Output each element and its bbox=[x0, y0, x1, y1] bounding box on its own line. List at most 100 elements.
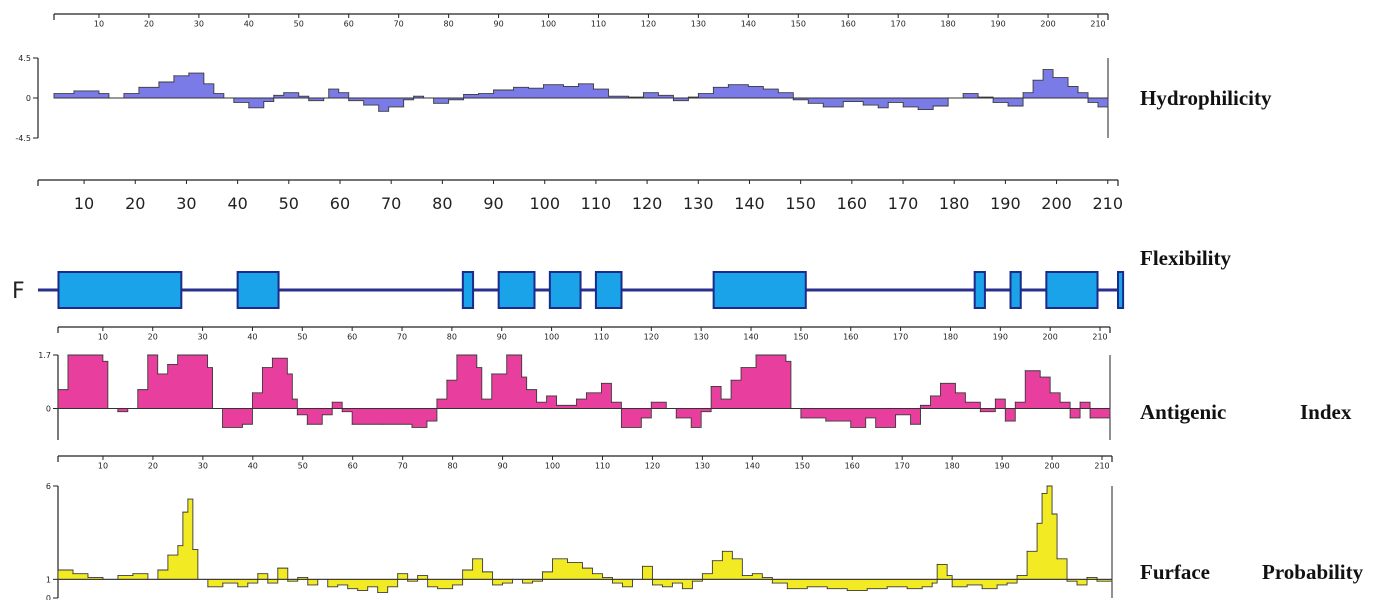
data-point-0 bbox=[1022, 92, 1024, 94]
data-point-0 bbox=[298, 95, 300, 97]
data-point-0 bbox=[542, 84, 545, 86]
probability-label: Probability bbox=[1262, 560, 1364, 584]
data-point-3 bbox=[541, 571, 544, 573]
x-tick-label-3: 40 bbox=[248, 461, 258, 470]
data-point-3 bbox=[1016, 575, 1018, 577]
data-point-0 bbox=[807, 102, 809, 104]
data-point-2 bbox=[446, 379, 448, 381]
data-point-2 bbox=[919, 404, 922, 406]
data-point-2 bbox=[620, 426, 622, 429]
data-point-3 bbox=[611, 582, 614, 584]
data-point-3 bbox=[661, 586, 664, 588]
x-tick-label-3: 200 bbox=[1044, 461, 1059, 470]
data-point-2 bbox=[785, 360, 787, 362]
data-point-2 bbox=[506, 354, 508, 356]
data-point-3 bbox=[846, 589, 848, 592]
data-point-0 bbox=[747, 85, 749, 88]
data-point-0 bbox=[1097, 106, 1099, 108]
data-point-0 bbox=[328, 88, 330, 90]
data-point-0 bbox=[203, 83, 205, 85]
data-point-2 bbox=[291, 398, 293, 400]
x-tick-label-0: 130 bbox=[691, 19, 706, 28]
data-point-3 bbox=[462, 569, 464, 571]
data-point-3 bbox=[1046, 485, 1048, 487]
data-point-0 bbox=[1007, 105, 1009, 107]
data-point-0 bbox=[138, 86, 140, 88]
data-point-0 bbox=[727, 84, 729, 86]
data-point-0 bbox=[627, 96, 630, 98]
data-point-3 bbox=[277, 567, 279, 569]
data-point-2 bbox=[67, 354, 69, 356]
x-tick-label-3: 90 bbox=[497, 461, 507, 470]
data-point-3 bbox=[347, 588, 349, 590]
x-tick-label-0: 20 bbox=[144, 19, 154, 28]
data-point-2 bbox=[436, 398, 438, 400]
data-point-0 bbox=[173, 75, 175, 77]
data-point-3 bbox=[337, 584, 339, 586]
data-point-3 bbox=[1041, 492, 1043, 495]
data-point-3 bbox=[521, 582, 524, 584]
data-point-2 bbox=[1059, 401, 1061, 403]
data-point-2 bbox=[555, 404, 558, 406]
data-point-0 bbox=[607, 95, 610, 97]
data-point-2 bbox=[740, 366, 742, 369]
x-tick-label-3: 100 bbox=[545, 461, 560, 470]
data-point-2 bbox=[1069, 417, 1071, 419]
data-point-3 bbox=[327, 586, 329, 588]
data-point-0 bbox=[917, 108, 919, 111]
flexibility-prefix: F bbox=[12, 279, 25, 304]
x-tick-label-3: 80 bbox=[448, 461, 458, 470]
x-tick-label-1: 150 bbox=[785, 194, 816, 213]
data-point-3 bbox=[357, 589, 359, 592]
data-point-2 bbox=[521, 376, 523, 378]
x-tick-label-2: 150 bbox=[793, 332, 808, 341]
data-point-2 bbox=[271, 357, 273, 359]
data-point-2 bbox=[167, 363, 169, 366]
x-tick-label-3: 20 bbox=[148, 461, 158, 470]
data-point-3 bbox=[981, 588, 983, 590]
data-point-0 bbox=[308, 100, 310, 102]
data-point-2 bbox=[177, 354, 179, 356]
data-point-0 bbox=[962, 92, 964, 95]
data-point-3 bbox=[257, 573, 259, 575]
data-point-3 bbox=[367, 586, 369, 588]
data-point-2 bbox=[331, 401, 333, 403]
data-point-2 bbox=[1004, 420, 1006, 422]
x-tick-label-3: 160 bbox=[845, 461, 860, 470]
data-point-2 bbox=[994, 398, 996, 400]
x-tick-label-2: 210 bbox=[1092, 332, 1107, 341]
data-point-3 bbox=[1006, 582, 1008, 584]
x-tick-label-3: 120 bbox=[645, 461, 660, 470]
data-point-0 bbox=[213, 92, 215, 95]
data-point-2 bbox=[102, 360, 104, 362]
data-point-3 bbox=[681, 588, 684, 590]
data-point-3 bbox=[1036, 522, 1038, 524]
data-point-0 bbox=[687, 96, 689, 98]
data-point-3 bbox=[417, 575, 419, 577]
flexibility-segment bbox=[712, 271, 807, 309]
data-point-2 bbox=[1079, 401, 1081, 403]
data-point-0 bbox=[592, 88, 595, 90]
data-point-2 bbox=[381, 423, 383, 425]
y-tick-label-0: -4.5 bbox=[15, 134, 31, 143]
x-tick-label-0: 200 bbox=[1040, 19, 1055, 28]
data-point-3 bbox=[741, 575, 743, 577]
data-point-0 bbox=[877, 107, 879, 109]
x-tick-label-0: 210 bbox=[1090, 19, 1105, 28]
data-point-2 bbox=[1049, 392, 1051, 394]
data-point-0 bbox=[762, 88, 764, 90]
x-tick-label-2: 110 bbox=[594, 332, 609, 341]
x-tick-label-0: 190 bbox=[990, 19, 1005, 28]
x-tick-label-1: 110 bbox=[581, 194, 612, 213]
data-point-0 bbox=[992, 101, 994, 104]
data-point-2 bbox=[1024, 370, 1026, 372]
data-point-2 bbox=[321, 414, 323, 416]
data-point-3 bbox=[1051, 513, 1053, 515]
data-point-3 bbox=[1096, 580, 1098, 582]
data-point-3 bbox=[1111, 582, 1113, 584]
data-point-3 bbox=[731, 558, 733, 560]
data-point-0 bbox=[378, 110, 380, 112]
data-point-2 bbox=[825, 420, 827, 422]
x-tick-label-2: 20 bbox=[148, 332, 158, 341]
